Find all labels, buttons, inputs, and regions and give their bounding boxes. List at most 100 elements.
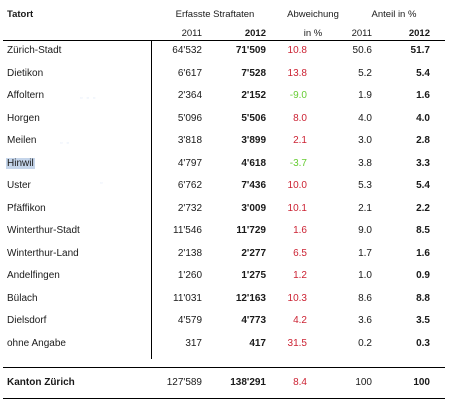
row-anteil-2011: 9.0 bbox=[358, 225, 372, 236]
row-tatort: Hinwil bbox=[6, 157, 147, 170]
row-value-2011: 2'732 bbox=[177, 202, 202, 214]
row-value-2012: 7'528 bbox=[241, 67, 266, 79]
row-value-2012: 12'163 bbox=[235, 292, 266, 304]
row-value-2011: 4'797 bbox=[177, 157, 202, 169]
row-abweichung: 13.8 bbox=[287, 67, 307, 79]
column-divider bbox=[151, 40, 152, 359]
row-anteil-2011: 3.6 bbox=[358, 315, 372, 326]
header-year-2012-erfasst: 2012 bbox=[244, 28, 266, 39]
row-value-2012: 11'729 bbox=[236, 225, 266, 236]
row-value-2012: 3'899 bbox=[241, 135, 266, 146]
scan-artifact: ▫ ▫ bbox=[60, 140, 70, 147]
row-value-2011: 5'096 bbox=[177, 112, 202, 124]
row-tatort: Dielsdorf bbox=[7, 315, 47, 326]
row-abweichung: -9.0 bbox=[289, 90, 307, 101]
row-abweichung: 8.0 bbox=[293, 112, 307, 124]
scan-artifact: ▫ ▫ ▫ bbox=[80, 95, 97, 102]
row-anteil-2012: 8.5 bbox=[416, 225, 430, 236]
row-abweichung: 1.2 bbox=[293, 270, 307, 281]
header-year-2012-anteil: 2012 bbox=[408, 28, 430, 39]
row-anteil-2012: 2.2 bbox=[416, 202, 430, 214]
total-abweichung: 8.4 bbox=[293, 377, 307, 388]
row-tatort: ohne Angabe bbox=[7, 337, 66, 349]
row-tatort: Horgen bbox=[7, 112, 40, 124]
total-rule-bottom bbox=[3, 398, 445, 399]
header-year-2011-anteil: 2011 bbox=[351, 28, 372, 39]
row-abweichung: 10.3 bbox=[287, 292, 307, 304]
total-rule-top bbox=[3, 367, 445, 368]
row-anteil-2011: 1.0 bbox=[358, 270, 372, 281]
row-value-2012: 71'509 bbox=[235, 45, 266, 56]
total-label: Kanton Zürich bbox=[7, 377, 75, 388]
total-value-2012: 138'291 bbox=[230, 377, 266, 388]
row-value-2012: 1'275 bbox=[241, 270, 266, 281]
row-tatort: Bülach bbox=[7, 292, 38, 304]
row-value-2011: 317 bbox=[185, 337, 202, 349]
row-anteil-2012: 0.3 bbox=[416, 337, 430, 349]
row-anteil-2011: 3.0 bbox=[358, 135, 372, 146]
row-value-2011: 1'260 bbox=[177, 270, 202, 281]
row-abweichung: 6.5 bbox=[293, 247, 307, 259]
header-abweichung: Abweichung bbox=[287, 9, 339, 20]
row-value-2011: 6'617 bbox=[177, 67, 202, 79]
row-anteil-2012: 1.6 bbox=[416, 90, 430, 101]
row-anteil-2011: 1.7 bbox=[358, 247, 372, 259]
row-anteil-2012: 5.4 bbox=[416, 180, 430, 191]
row-value-2011: 64'532 bbox=[172, 45, 202, 56]
row-value-2012: 3'009 bbox=[241, 202, 266, 214]
row-tatort: Winterthur-Stadt bbox=[7, 225, 80, 236]
row-tatort: Uster bbox=[7, 180, 31, 191]
row-anteil-2011: 3.8 bbox=[358, 157, 372, 169]
row-anteil-2011: 5.3 bbox=[358, 180, 372, 191]
row-value-2012: 4'773 bbox=[241, 315, 266, 326]
header-rule bbox=[3, 40, 445, 41]
row-value-2011: 6'762 bbox=[177, 180, 202, 191]
row-value-2011: 4'579 bbox=[177, 315, 202, 326]
row-value-2012: 2'152 bbox=[241, 90, 266, 101]
row-tatort: Zürich-Stadt bbox=[7, 45, 62, 56]
row-abweichung: -3.7 bbox=[289, 157, 307, 169]
row-value-2011: 11'546 bbox=[173, 225, 202, 236]
row-anteil-2012: 3.3 bbox=[416, 157, 430, 169]
row-anteil-2011: 1.9 bbox=[358, 90, 372, 101]
header-tatort: Tatort bbox=[7, 9, 34, 20]
row-anteil-2012: 5.4 bbox=[416, 67, 430, 79]
row-value-2011: 2'364 bbox=[177, 90, 202, 101]
row-value-2012: 7'436 bbox=[241, 180, 266, 191]
row-tatort: Winterthur-Land bbox=[7, 247, 79, 259]
total-anteil-2011: 100 bbox=[355, 377, 372, 388]
row-tatort: Andelfingen bbox=[7, 270, 60, 281]
header-erfasste-straftaten: Erfasste Straftaten bbox=[175, 9, 255, 20]
row-abweichung: 31.5 bbox=[287, 337, 307, 349]
row-value-2012: 2'277 bbox=[241, 247, 266, 259]
row-value-2012: 4'618 bbox=[241, 157, 266, 169]
row-abweichung: 1.6 bbox=[293, 225, 307, 236]
row-tatort: Dietikon bbox=[7, 67, 44, 79]
row-value-2011: 2'138 bbox=[177, 247, 202, 259]
header-anteil: Anteil in % bbox=[371, 9, 417, 20]
row-tatort: Affoltern bbox=[7, 90, 45, 101]
row-anteil-2011: 8.6 bbox=[358, 292, 372, 304]
row-anteil-2012: 3.5 bbox=[416, 315, 430, 326]
row-anteil-2012: 8.8 bbox=[416, 292, 430, 304]
header-in-percent: in % bbox=[303, 28, 323, 39]
row-abweichung: 10.1 bbox=[287, 202, 307, 214]
row-tatort: Meilen bbox=[7, 135, 37, 146]
row-anteil-2011: 0.2 bbox=[358, 337, 372, 349]
row-anteil-2012: 0.9 bbox=[416, 270, 430, 281]
row-anteil-2011: 2.1 bbox=[358, 202, 372, 214]
row-abweichung: 10.8 bbox=[287, 45, 307, 56]
scan-artifact: ▫ bbox=[100, 180, 104, 187]
row-anteil-2012: 1.6 bbox=[416, 247, 430, 259]
total-value-2011: 127'589 bbox=[166, 377, 202, 388]
row-value-2012: 5'506 bbox=[241, 112, 266, 124]
row-abweichung: 4.2 bbox=[293, 315, 307, 326]
row-anteil-2011: 5.2 bbox=[358, 67, 372, 79]
row-anteil-2012: 4.0 bbox=[416, 112, 430, 124]
row-anteil-2011: 4.0 bbox=[358, 112, 372, 124]
total-anteil-2012: 100 bbox=[413, 377, 430, 388]
row-abweichung: 2.1 bbox=[293, 135, 307, 146]
row-anteil-2012: 51.7 bbox=[410, 45, 430, 56]
row-value-2011: 3'818 bbox=[177, 135, 202, 146]
